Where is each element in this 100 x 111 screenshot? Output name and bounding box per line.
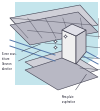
Polygon shape	[62, 30, 76, 64]
Polygon shape	[10, 12, 98, 45]
Text: Pare-pluie
respération: Pare-pluie respération	[62, 74, 86, 104]
Polygon shape	[62, 24, 86, 36]
Polygon shape	[76, 30, 86, 64]
Text: Ecran sous-
toiture: Ecran sous- toiture	[2, 44, 40, 61]
Polygon shape	[10, 5, 98, 38]
Polygon shape	[25, 57, 98, 90]
Polygon shape	[15, 2, 98, 85]
Text: Chevron
direction: Chevron direction	[2, 50, 40, 71]
Polygon shape	[25, 50, 98, 82]
